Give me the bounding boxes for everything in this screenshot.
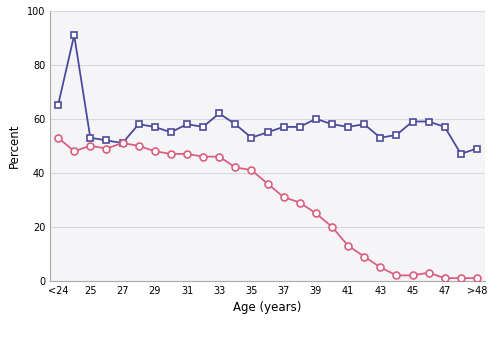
Donor eggs bbox=[442, 125, 448, 129]
Donor eggs bbox=[120, 141, 126, 145]
Donor eggs bbox=[152, 125, 158, 129]
Donor eggs bbox=[200, 125, 206, 129]
Donor eggs bbox=[394, 133, 400, 137]
Own eggs bbox=[313, 211, 319, 215]
Own eggs bbox=[71, 149, 77, 153]
Own eggs bbox=[345, 244, 351, 248]
Own eggs bbox=[458, 276, 464, 280]
Own eggs bbox=[120, 141, 126, 145]
Line: Donor eggs: Donor eggs bbox=[54, 32, 480, 157]
Donor eggs bbox=[313, 117, 319, 121]
Own eggs bbox=[88, 144, 94, 148]
Donor eggs bbox=[88, 135, 94, 140]
Own eggs bbox=[216, 154, 222, 159]
Own eggs bbox=[410, 273, 416, 278]
Own eggs bbox=[136, 144, 141, 148]
Donor eggs bbox=[264, 130, 270, 135]
Donor eggs bbox=[168, 130, 174, 135]
Donor eggs bbox=[410, 120, 416, 124]
Own eggs bbox=[361, 254, 367, 258]
Donor eggs bbox=[104, 138, 110, 143]
Donor eggs bbox=[329, 122, 335, 126]
Donor eggs bbox=[426, 120, 432, 124]
Own eggs bbox=[232, 165, 238, 170]
Own eggs bbox=[152, 149, 158, 153]
Own eggs bbox=[378, 265, 384, 269]
Donor eggs bbox=[296, 125, 302, 129]
Own eggs bbox=[442, 276, 448, 280]
Own eggs bbox=[264, 181, 270, 186]
Own eggs bbox=[248, 168, 254, 172]
Own eggs bbox=[296, 200, 302, 204]
Donor eggs bbox=[458, 152, 464, 156]
Donor eggs bbox=[361, 122, 367, 126]
Own eggs bbox=[394, 273, 400, 278]
Donor eggs bbox=[55, 103, 61, 107]
Own eggs bbox=[426, 271, 432, 275]
Donor eggs bbox=[280, 125, 286, 129]
Own eggs bbox=[55, 135, 61, 140]
Donor eggs bbox=[474, 146, 480, 150]
X-axis label: Age (years): Age (years) bbox=[234, 301, 302, 314]
Own eggs bbox=[200, 154, 206, 159]
Own eggs bbox=[104, 146, 110, 150]
Own eggs bbox=[184, 152, 190, 156]
Line: Own eggs: Own eggs bbox=[54, 134, 480, 282]
Own eggs bbox=[474, 276, 480, 280]
Donor eggs bbox=[248, 135, 254, 140]
Donor eggs bbox=[216, 111, 222, 116]
Donor eggs bbox=[378, 135, 384, 140]
Donor eggs bbox=[184, 122, 190, 126]
Y-axis label: Percent: Percent bbox=[8, 123, 21, 168]
Donor eggs bbox=[232, 122, 238, 126]
Own eggs bbox=[329, 225, 335, 229]
Donor eggs bbox=[136, 122, 141, 126]
Own eggs bbox=[168, 152, 174, 156]
Own eggs bbox=[280, 195, 286, 199]
Donor eggs bbox=[71, 33, 77, 37]
Donor eggs bbox=[345, 125, 351, 129]
